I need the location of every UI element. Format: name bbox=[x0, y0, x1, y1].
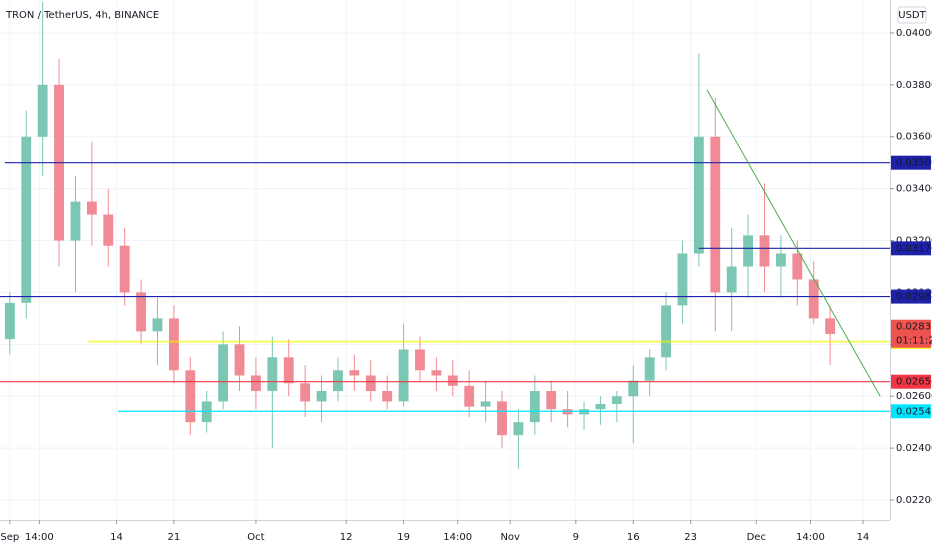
chart-title: TRON / TetherUS, 4h, BINANCE bbox=[5, 10, 159, 21]
candle-body bbox=[775, 253, 786, 267]
candle-body bbox=[119, 245, 130, 293]
x-tick-label: 14:00 bbox=[796, 532, 825, 543]
x-tick-label: 14 bbox=[857, 532, 870, 543]
candle-body bbox=[644, 357, 655, 381]
level-label: 0.02542 bbox=[896, 406, 932, 417]
level-badge bbox=[891, 289, 931, 304]
candle-body bbox=[168, 318, 179, 371]
x-tick-label: Sep bbox=[0, 532, 19, 543]
candle-body bbox=[234, 344, 245, 376]
x-tick-label: 14:00 bbox=[443, 532, 472, 543]
candle-body bbox=[4, 302, 15, 340]
candle-body bbox=[382, 391, 393, 402]
x-tick-label: Nov bbox=[500, 532, 520, 543]
candle-body bbox=[251, 375, 261, 392]
candle-body bbox=[661, 305, 671, 358]
candle-body bbox=[464, 385, 475, 407]
candle-body bbox=[267, 357, 278, 392]
candle-body bbox=[218, 344, 229, 402]
candle-body bbox=[497, 401, 507, 436]
candle-body bbox=[21, 136, 32, 303]
y-tick-label: 0.04000 bbox=[896, 28, 932, 39]
candle-body bbox=[333, 370, 343, 392]
candle-body bbox=[37, 84, 48, 137]
candle-body bbox=[595, 404, 606, 410]
x-tick-label: 16 bbox=[627, 532, 640, 543]
candle-body bbox=[316, 391, 327, 402]
price-axis bbox=[890, 0, 932, 550]
level-label: 0.02984 bbox=[896, 292, 932, 303]
time-axis bbox=[0, 520, 932, 550]
candle-body bbox=[726, 266, 737, 293]
currency-button[interactable] bbox=[897, 6, 927, 24]
candle-body bbox=[447, 375, 458, 386]
candle-body bbox=[136, 292, 147, 332]
x-tick-label: 14 bbox=[110, 532, 123, 543]
candle-body bbox=[300, 383, 311, 402]
price-label: 0.02837 bbox=[896, 322, 932, 333]
x-tick-label: 23 bbox=[684, 532, 697, 543]
level-badge bbox=[891, 374, 931, 389]
candle-body bbox=[365, 375, 376, 392]
candle-body bbox=[546, 391, 557, 410]
x-tick-label: 12 bbox=[340, 532, 353, 543]
x-tick-label: 9 bbox=[573, 532, 579, 543]
candle-body bbox=[283, 357, 294, 384]
candle-body bbox=[398, 349, 409, 402]
level-badge bbox=[891, 155, 931, 170]
candle-body bbox=[743, 235, 754, 267]
candle-body bbox=[513, 422, 524, 436]
candle-body bbox=[431, 370, 442, 376]
candle-body bbox=[825, 318, 836, 334]
level-badge bbox=[891, 404, 931, 419]
candle-body bbox=[70, 201, 81, 241]
candle-body bbox=[349, 370, 360, 376]
candle-body bbox=[185, 370, 196, 423]
level-badge bbox=[891, 241, 931, 256]
candle-body bbox=[611, 396, 622, 405]
x-tick-label: Dec bbox=[747, 532, 766, 543]
x-tick-label: Oct bbox=[247, 532, 264, 543]
candle-body bbox=[529, 391, 540, 423]
x-tick-label: 21 bbox=[168, 532, 181, 543]
candle-body bbox=[415, 349, 425, 371]
trend-line bbox=[706, 89, 881, 397]
candle-body bbox=[759, 235, 770, 267]
candle-body bbox=[86, 201, 97, 215]
candle-body bbox=[480, 401, 491, 407]
x-tick-label: 14:00 bbox=[25, 532, 54, 543]
candle-body bbox=[628, 380, 639, 397]
candle-body bbox=[710, 136, 721, 293]
level-label: 0.02656 bbox=[896, 377, 932, 388]
currency-label[interactable]: USDT bbox=[898, 10, 926, 21]
x-tick-label: 19 bbox=[397, 532, 410, 543]
candle-body bbox=[677, 253, 688, 306]
candle-body bbox=[693, 136, 704, 254]
candle-body bbox=[792, 253, 803, 280]
candle-body bbox=[103, 214, 114, 246]
candle-body bbox=[808, 279, 819, 319]
price-badge bbox=[891, 319, 931, 348]
countdown: 01:11:27 bbox=[896, 336, 932, 347]
candle-body bbox=[152, 318, 163, 332]
